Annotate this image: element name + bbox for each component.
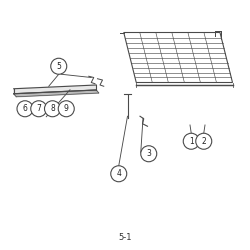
Text: 8: 8 (50, 104, 55, 113)
Text: 7: 7 (36, 104, 41, 113)
Circle shape (17, 101, 33, 117)
Text: 3: 3 (146, 149, 151, 158)
Circle shape (141, 146, 157, 162)
Text: 2: 2 (202, 137, 206, 146)
Polygon shape (14, 90, 99, 97)
Text: 5: 5 (56, 62, 61, 71)
Circle shape (111, 166, 127, 182)
Text: 5-1: 5-1 (118, 233, 132, 242)
Circle shape (31, 101, 47, 117)
Circle shape (58, 101, 74, 117)
Text: 4: 4 (116, 169, 121, 178)
Circle shape (196, 133, 212, 149)
Text: 6: 6 (22, 104, 28, 113)
Circle shape (44, 101, 60, 117)
Circle shape (183, 133, 199, 149)
Circle shape (51, 58, 67, 74)
Text: 1: 1 (189, 137, 194, 146)
Text: 9: 9 (64, 104, 69, 113)
Polygon shape (14, 85, 96, 94)
